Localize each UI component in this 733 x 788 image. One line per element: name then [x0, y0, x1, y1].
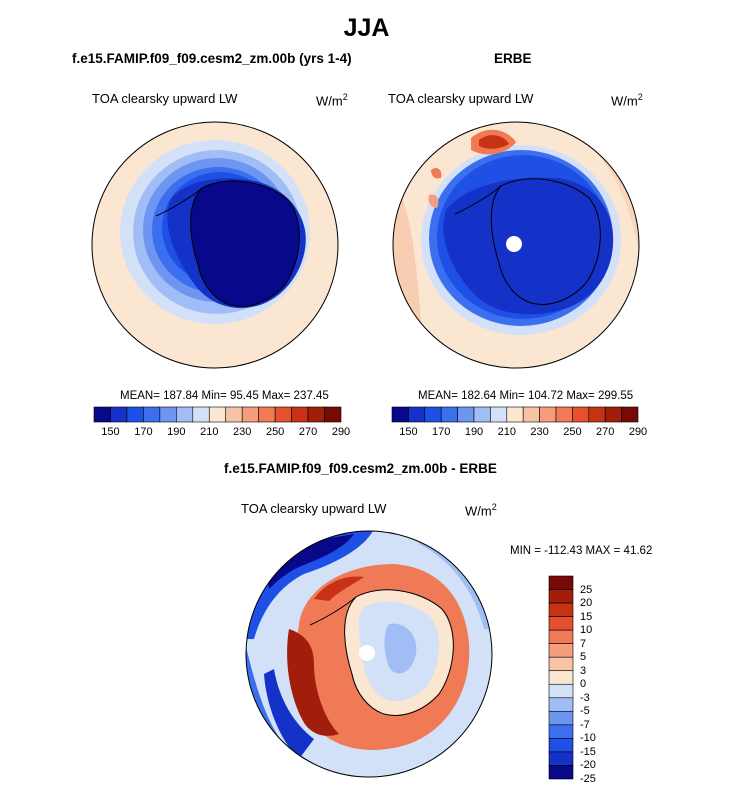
model-colorbar-tick-label: 210 [200, 426, 219, 438]
diff-colorbar-box [548, 602, 574, 617]
model-colorbar-box [159, 406, 177, 423]
model-colorbar-box [93, 406, 111, 423]
diff-colorbar-tick-label: -10 [580, 732, 596, 745]
diff-colorbar-tick-label: -20 [580, 759, 596, 772]
obs-colorbar-box [506, 406, 524, 423]
obs-colorbar-box [522, 406, 540, 423]
diff-colorbar-box [548, 616, 574, 631]
diff-colorbar-tick-label: -25 [580, 773, 596, 785]
model-units-label: W/m2 [316, 92, 348, 109]
obs-colorbar-tick-label: 270 [596, 426, 615, 438]
obs-colorbar-box [588, 406, 606, 423]
diff-colorbar-box [548, 724, 574, 739]
obs-polar-map [392, 121, 640, 369]
model-colorbar-tick-label: 190 [167, 426, 186, 438]
model-colorbar-tick-label: 170 [134, 426, 153, 438]
diff-colorbar-ticks: 25 20 15 10 7 5 3 0 -3 -5 -7 -10 -15 -20 -25 [580, 576, 620, 785]
obs-colorbar-box [490, 406, 508, 423]
diff-colorbar-tick-label: 15 [580, 610, 593, 623]
diff-colorbar-box [548, 629, 574, 644]
model-colorbar-box [126, 406, 144, 423]
diff-colorbar-box [548, 589, 574, 604]
model-colorbar-box [258, 406, 276, 423]
obs-colorbar-tick-label: 250 [563, 426, 582, 438]
model-colorbar-box [225, 406, 243, 423]
model-polar-map [91, 121, 339, 369]
model-colorbar-box [208, 406, 227, 423]
obs-colorbar-box [555, 406, 573, 423]
diff-colorbar-box [548, 765, 574, 780]
model-colorbar-box [274, 406, 292, 423]
obs-colorbar-box [473, 406, 491, 423]
diff-colorbar-tick-label: -15 [580, 745, 596, 758]
obs-colorbar-tick-label: 150 [399, 426, 418, 438]
obs-colorbar-tick-label: 170 [432, 426, 451, 438]
model-stats: MEAN= 187.84 Min= 95.45 Max= 237.45 [120, 390, 329, 402]
diff-colorbar [548, 575, 574, 780]
obs-stats: MEAN= 182.64 Min= 104.72 Max= 299.55 [418, 390, 634, 402]
obs-colorbar-box [391, 406, 409, 423]
model-colorbar-box [176, 406, 194, 423]
diff-colorbar-tick-label: 0 [580, 678, 587, 691]
diff-colorbar-tick-label: -7 [580, 718, 590, 731]
diff-colorbar-box [548, 738, 574, 753]
obs-colorbar-tick-label: 290 [628, 426, 648, 438]
model-colorbar-tick-label: 230 [233, 426, 252, 438]
model-colorbar-tick-label: 290 [331, 426, 351, 438]
obs-colorbar-tick-label: 230 [530, 426, 549, 438]
obs-units-label: W/m2 [611, 92, 643, 109]
diff-variable-label: TOA clearsky upward LW [241, 501, 387, 516]
diff-polar-map [245, 530, 493, 778]
diff-colorbar-tick-label: 3 [580, 664, 587, 677]
diff-colorbar-box [548, 670, 574, 685]
obs-colorbar-box [457, 406, 475, 423]
model-colorbar-box [291, 406, 309, 423]
diff-colorbar-tick-label: -3 [580, 691, 590, 704]
obs-panel-title: ERBE [494, 51, 532, 66]
obs-colorbar-box [440, 406, 458, 423]
model-colorbar-box [143, 406, 161, 423]
figure-title: JJA [343, 14, 390, 42]
model-colorbar-box [324, 406, 342, 423]
diff-colorbar-box [548, 683, 574, 699]
diff-colorbar-tick-label: -5 [580, 705, 590, 718]
diff-stats: MIN = -112.43 MAX = 41.62 [510, 545, 653, 557]
obs-colorbar-ticks: 150 170 190 210 230 250 270 290 [392, 426, 647, 440]
diff-colorbar-tick-label: 25 [580, 583, 593, 596]
diff-colorbar-box [548, 656, 574, 672]
diff-colorbar-tick-label: 20 [580, 597, 593, 610]
obs-colorbar [391, 406, 639, 423]
obs-colorbar-box [424, 406, 442, 423]
obs-colorbar-box [539, 406, 557, 423]
model-colorbar-tick-label: 270 [298, 426, 318, 438]
diff-colorbar-box [548, 751, 574, 766]
obs-colorbar-box [572, 406, 590, 423]
model-variable-label: TOA clearsky upward LW [92, 91, 238, 106]
obs-colorbar-box [408, 406, 426, 423]
diff-colorbar-box [548, 697, 574, 712]
diff-colorbar-tick-label: 10 [580, 624, 593, 637]
model-colorbar-ticks: 150 170 190 210 230 250 270 290 [94, 426, 350, 440]
diff-colorbar-box [548, 575, 574, 590]
diff-colorbar-tick-label: 7 [580, 637, 587, 650]
obs-colorbar-box [621, 406, 639, 423]
diff-units-label: W/m2 [465, 502, 497, 519]
model-colorbar [93, 406, 342, 423]
obs-colorbar-box [604, 406, 622, 423]
model-colorbar-tick-label: 150 [101, 426, 120, 438]
model-colorbar-tick-label: 250 [265, 426, 285, 438]
obs-variable-label: TOA clearsky upward LW [388, 91, 534, 106]
model-colorbar-box [307, 406, 325, 423]
obs-colorbar-tick-label: 210 [497, 426, 516, 438]
diff-colorbar-box [548, 711, 574, 726]
model-colorbar-box [241, 406, 259, 423]
diff-panel-title: f.e15.FAMIP.f09_f09.cesm2_zm.00b - ERBE [224, 461, 497, 476]
model-colorbar-box [192, 406, 210, 423]
diff-colorbar-tick-label: 5 [580, 651, 587, 664]
diff-colorbar-box [548, 643, 574, 658]
obs-colorbar-tick-label: 190 [464, 426, 484, 438]
model-colorbar-box [110, 406, 128, 423]
model-panel-title: f.e15.FAMIP.f09_f09.cesm2_zm.00b (yrs 1-… [72, 51, 352, 66]
